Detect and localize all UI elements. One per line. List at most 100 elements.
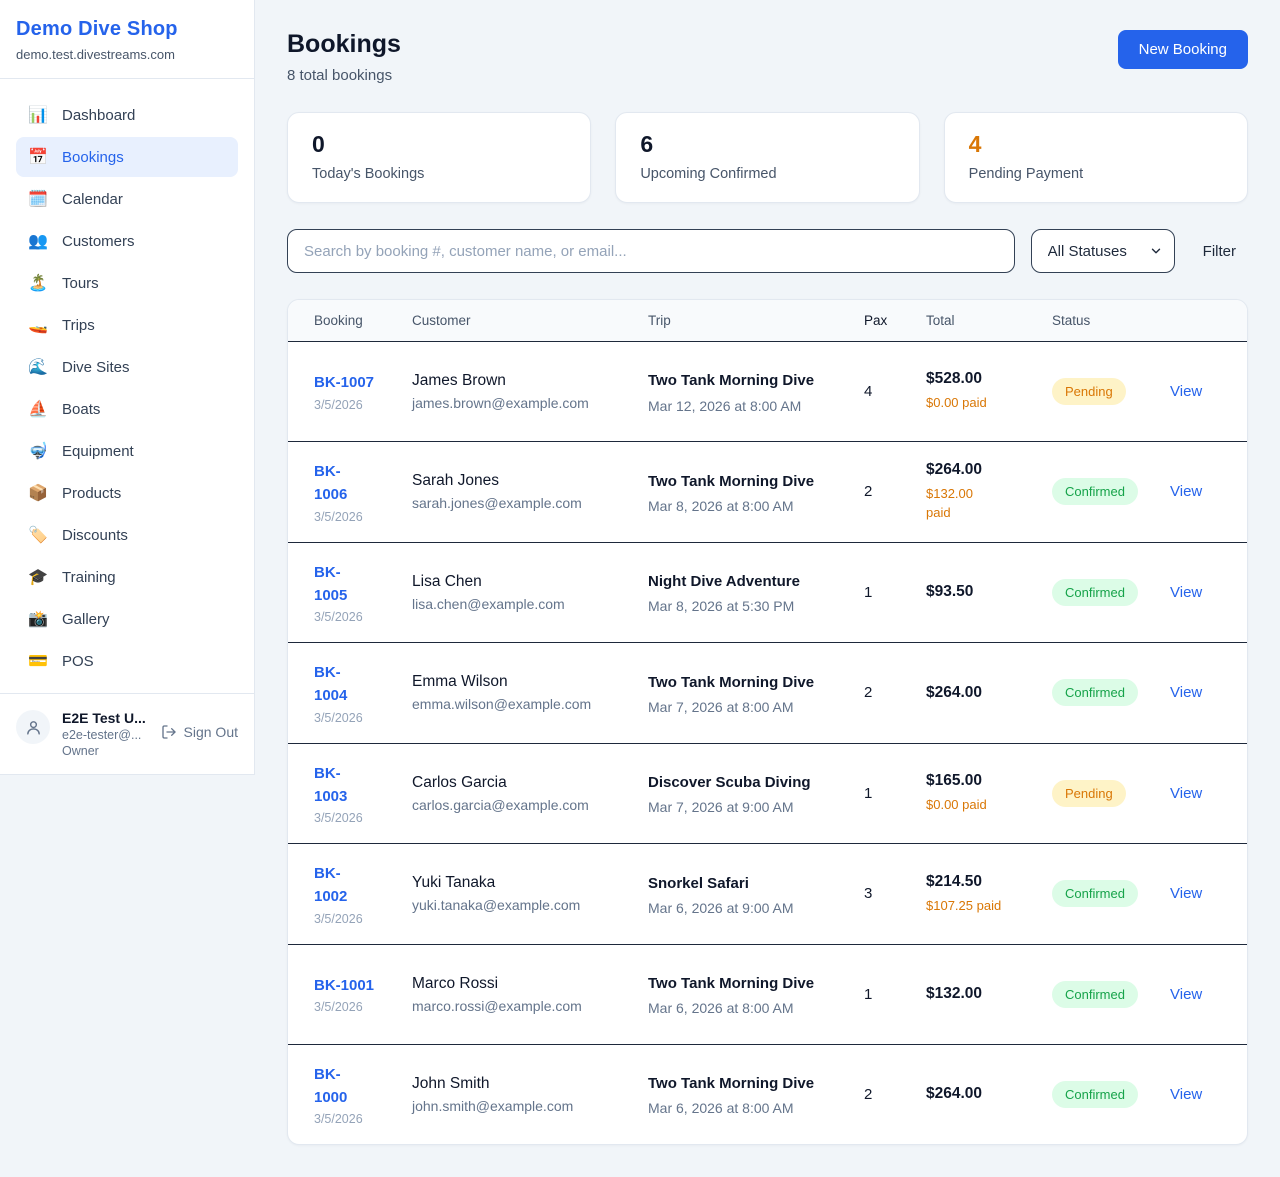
sidebar-item-label: POS (62, 652, 94, 670)
sidebar-item-training[interactable]: 🎓 Training (16, 557, 238, 597)
sidebar-item-boats[interactable]: ⛵ Boats (16, 389, 238, 429)
booking-id-link[interactable]: BK- 1003 (314, 764, 348, 805)
total-amount: $528.00 (926, 370, 983, 388)
view-link[interactable]: View (1170, 784, 1203, 802)
pos-icon: 💳 (28, 653, 48, 670)
status-badge: Confirmed (1052, 1080, 1138, 1108)
products-icon: 📦 (28, 485, 48, 502)
trip-datetime: Mar 6, 2026 at 8:00 AM (648, 1100, 794, 1117)
sidebar-nav: 📊 Dashboard 📅 Bookings 🗓️ Calendar 👥 Customers 🏝… (0, 79, 254, 693)
new-booking-button[interactable]: New Booking (1117, 30, 1248, 69)
sidebar-item-products[interactable]: 📦 Products (16, 473, 238, 513)
tours-icon: 🏝️ (28, 275, 48, 292)
view-link[interactable]: View (1170, 985, 1203, 1003)
sidebar-item-pos[interactable]: 💳 POS (16, 641, 238, 681)
user-icon (26, 720, 40, 735)
sidebar-item-label: Products (62, 484, 122, 502)
col-header-pax: Pax (852, 300, 914, 342)
paid-amount: $0.00 paid (926, 395, 987, 411)
pax-count: 3 (852, 843, 914, 945)
view-link[interactable]: View (1170, 1085, 1203, 1103)
training-icon: 🎓 (28, 569, 48, 586)
view-link[interactable]: View (1170, 583, 1203, 601)
total-amount: $264.00 (926, 460, 983, 478)
booking-id-link[interactable]: BK- 1000 (314, 1065, 348, 1106)
sidebar-item-bookings[interactable]: 📅 Bookings (16, 137, 238, 177)
booking-id-link[interactable]: BK-1001 (314, 976, 375, 994)
col-header-trip: Trip (636, 300, 852, 342)
table-row: BK- 1004 3/5/2026 Emma Wilson emma.wilso… (288, 642, 1247, 744)
customer-email: james.brown@example.com (412, 395, 589, 411)
view-link[interactable]: View (1170, 483, 1203, 501)
total-amount: $264.00 (926, 1085, 983, 1103)
pax-count: 1 (852, 743, 914, 844)
stat-card-today-s-bookings: 0 Today's Bookings (287, 112, 592, 203)
sidebar-item-customers[interactable]: 👥 Customers (16, 221, 238, 261)
table-row: BK-1007 3/5/2026 James Brown james.brown… (288, 341, 1247, 442)
paid-amount: $0.00 paid (926, 797, 987, 812)
sidebar-item-label: Dashboard (62, 106, 136, 124)
trip-name: Two Tank Morning Dive (648, 974, 815, 992)
sidebar-item-dashboard[interactable]: 📊 Dashboard (16, 95, 238, 135)
customer-email: lisa.chen@example.com (412, 595, 565, 612)
status-badge: Pending (1052, 378, 1126, 405)
pax-count: 4 (852, 341, 914, 442)
view-link[interactable]: View (1170, 885, 1203, 903)
booking-id-link[interactable]: BK- 1006 (314, 463, 348, 504)
sidebar-item-label: Tours (62, 274, 99, 292)
paid-amount: $132.00 paid (926, 485, 973, 521)
dashboard-icon: 📊 (28, 107, 48, 124)
booking-id-link[interactable]: BK- 1005 (314, 563, 348, 604)
view-link[interactable]: View (1170, 383, 1203, 400)
sidebar-item-discounts[interactable]: 🏷️ Discounts (16, 515, 238, 555)
booking-id-link[interactable]: BK- 1002 (314, 865, 348, 906)
sidebar-item-gallery[interactable]: 📸 Gallery (16, 599, 238, 639)
trip-datetime: Mar 6, 2026 at 8:00 AM (648, 1000, 794, 1017)
booking-date: 3/5/2026 (314, 1000, 363, 1015)
pax-count: 2 (864, 1085, 873, 1103)
total-amount: $264.00 (926, 683, 983, 701)
sidebar-item-dive-sites[interactable]: 🌊 Dive Sites (16, 347, 238, 387)
customer-email: yuki.tanaka@example.com (412, 897, 581, 914)
filter-button[interactable]: Filter (1202, 242, 1236, 260)
shop-header: Demo Dive Shop demo.test.divestreams.com (0, 0, 254, 79)
booking-date: 3/5/2026 (314, 911, 363, 926)
customer-name: John Smith (412, 1074, 490, 1092)
sign-out-label: Sign Out (183, 724, 238, 740)
status-filter-select[interactable]: All Statuses (1030, 229, 1175, 273)
trip-name: Two Tank Morning Dive (648, 472, 815, 490)
equipment-icon: 🤿 (28, 443, 48, 460)
trip-datetime: Mar 8, 2026 at 8:00 AM (648, 497, 794, 514)
sign-out-button[interactable]: Sign Out (161, 724, 238, 740)
page-title: Bookings (287, 30, 401, 58)
col-header-total: Total (914, 300, 1040, 342)
sidebar-item-trips[interactable]: 🚤 Trips (16, 305, 238, 345)
shop-name: Demo Dive Shop (16, 18, 178, 40)
discounts-icon: 🏷️ (28, 527, 48, 544)
trip-name: Two Tank Morning Dive (648, 673, 815, 691)
paid-amount: $107.25 paid (926, 897, 1002, 913)
sidebar-item-label: Equipment (62, 442, 134, 460)
customer-email: marco.rossi@example.com (412, 997, 582, 1014)
pax-count: 2 (852, 441, 914, 543)
bookings-icon: 📅 (28, 149, 48, 166)
trip-datetime: Mar 7, 2026 at 8:00 AM (648, 698, 794, 715)
customer-name: Sarah Jones (412, 472, 500, 490)
avatar (16, 710, 50, 744)
sidebar-item-calendar[interactable]: 🗓️ Calendar (16, 179, 238, 219)
stat-card-pending-payment: 4 Pending Payment (943, 112, 1248, 203)
table-row: BK- 1003 3/5/2026 Carlos Garcia carlos.g… (288, 743, 1247, 844)
view-link[interactable]: View (1170, 684, 1203, 702)
search-input[interactable] (287, 229, 1015, 273)
user-email: e2e-tester@... (62, 728, 142, 742)
booking-id-link[interactable]: BK- 1004 (314, 664, 348, 705)
status-badge: Confirmed (1052, 679, 1138, 707)
status-badge: Pending (1052, 779, 1126, 807)
sidebar-item-equipment[interactable]: 🤿 Equipment (16, 431, 238, 471)
sidebar-item-label: Customers (62, 232, 135, 250)
col-header-actions (1158, 300, 1247, 342)
sidebar-item-label: Training (62, 568, 116, 586)
sidebar-item-tours[interactable]: 🏝️ Tours (16, 263, 238, 303)
booking-id-link[interactable]: BK-1007 (314, 374, 375, 392)
customer-email: carlos.garcia@example.com (412, 796, 589, 813)
